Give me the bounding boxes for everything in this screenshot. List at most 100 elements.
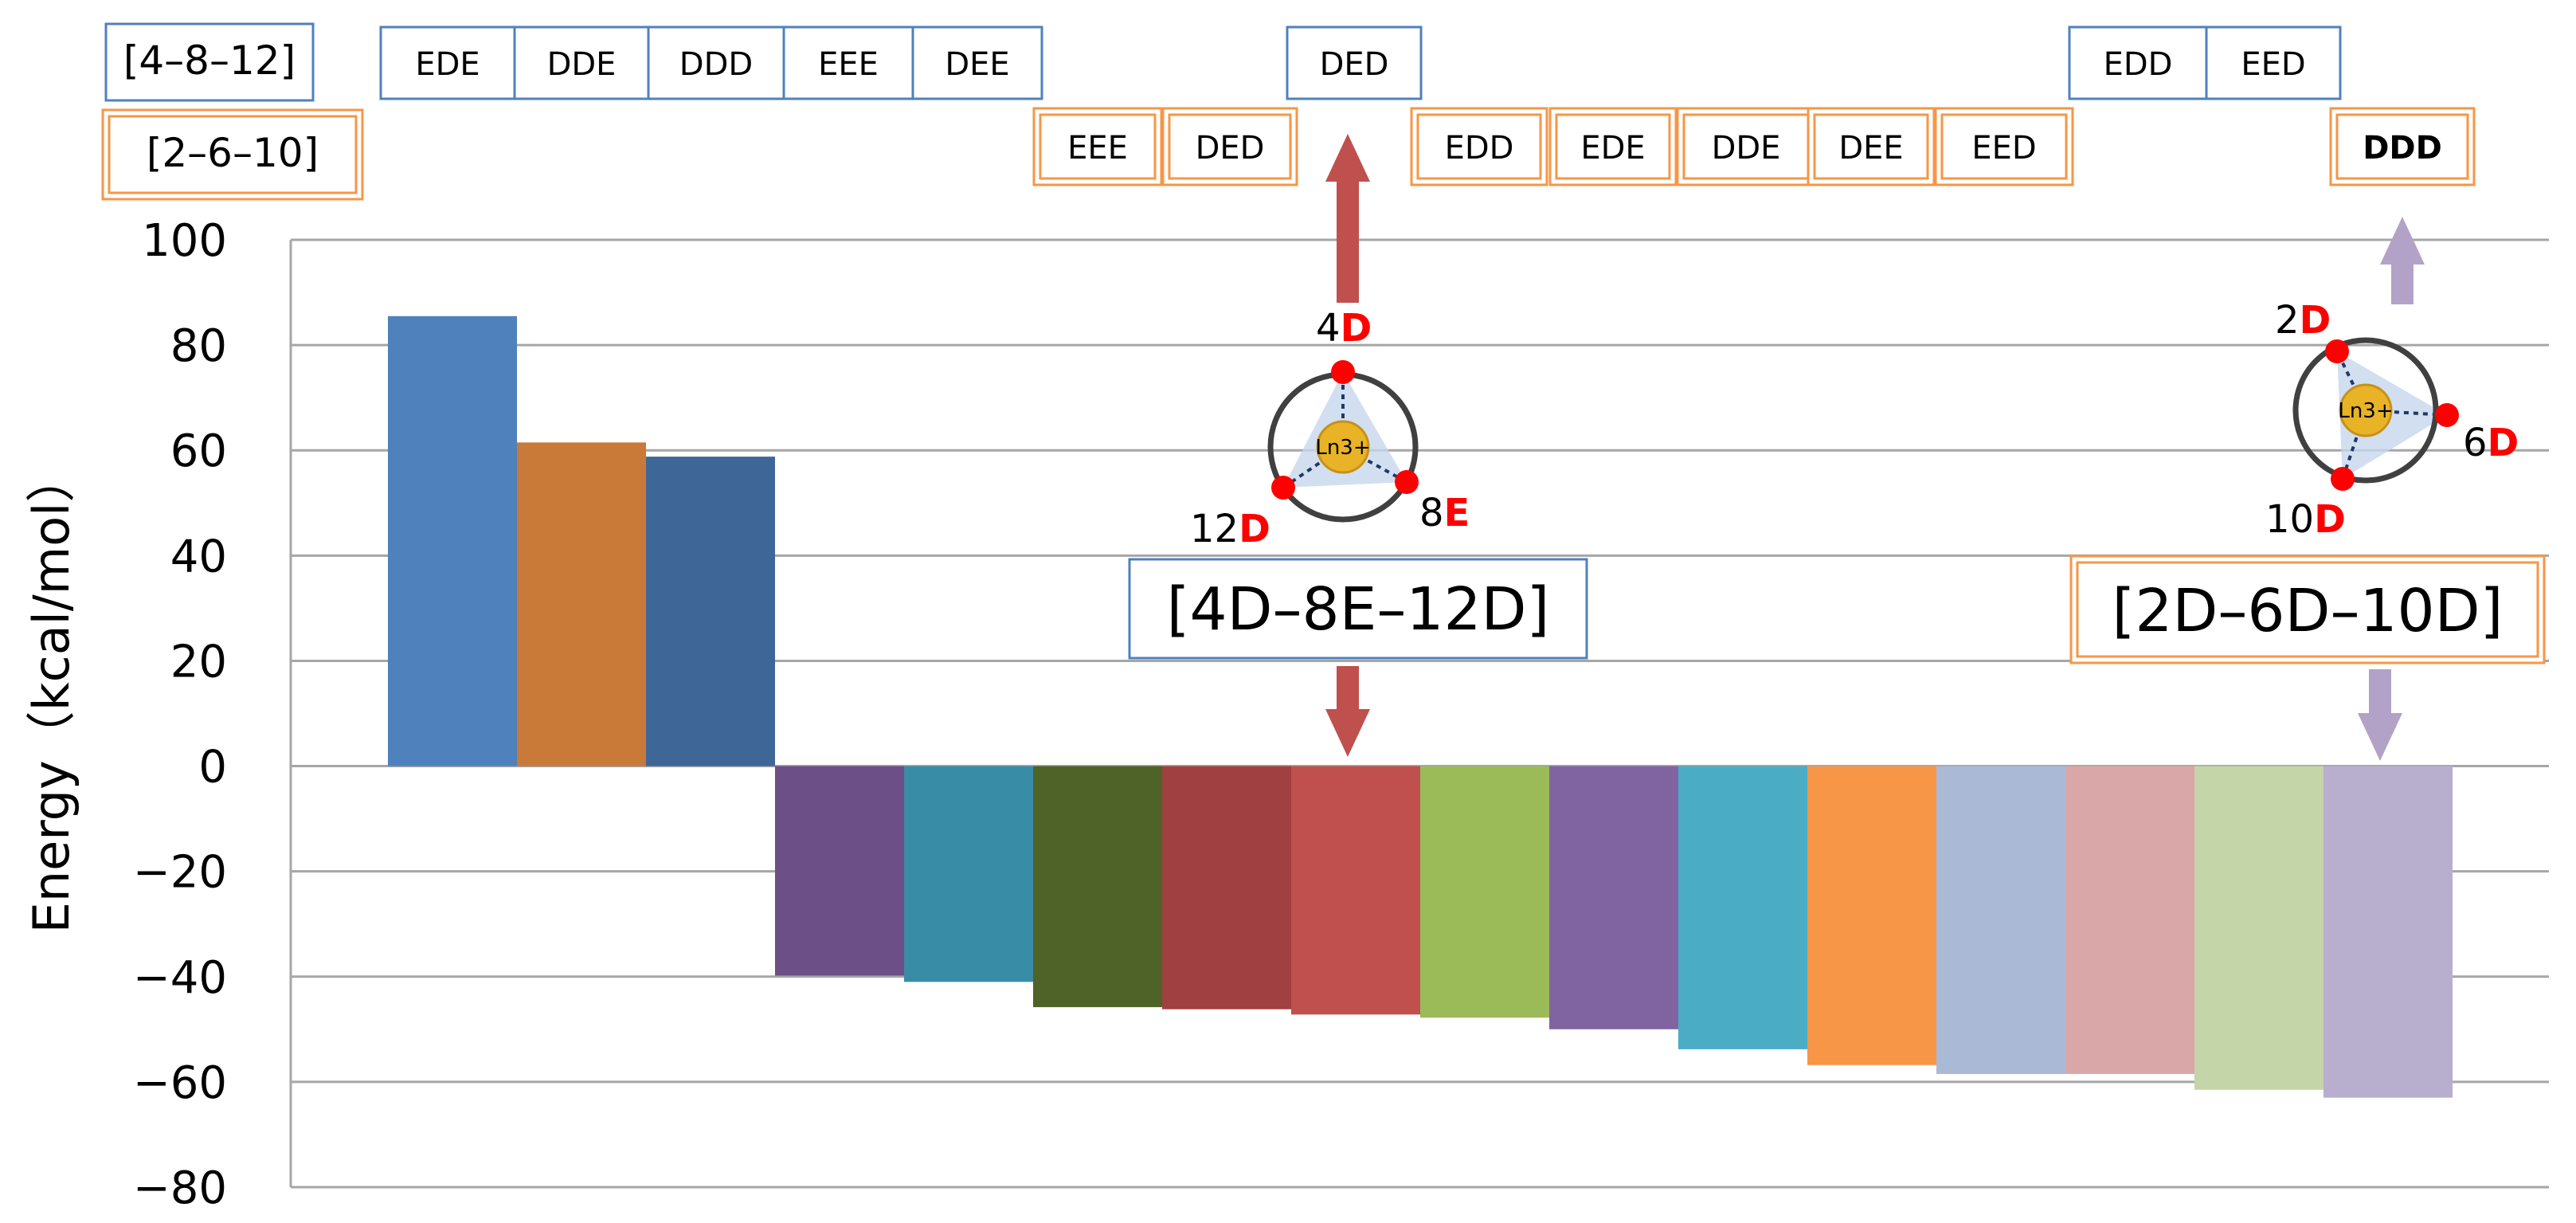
bar-ded [1162,766,1291,1009]
group-label-2-6-10-outer [101,108,364,201]
second-label-ded-inner [1168,113,1292,180]
bar-eee [1033,766,1162,1008]
top-label-ede-text: EDE [415,46,480,83]
bar-ddd [646,457,775,766]
y-tick-label: −60 [133,1057,227,1109]
second-label-edd-inner [1416,113,1542,180]
molecule-2d-6d-10d: Ln3+ 2D 6D 10D [2265,298,2519,542]
group-label-4-8-12-text: [4–8–12] [123,37,296,84]
bar-eed [2065,766,2194,1074]
second-label-dee-inner [1813,113,1929,180]
bar-dde [517,442,646,766]
bar-ede [1549,766,1678,1029]
y-tick-label: 0 [198,742,227,794]
molecule-2d-6d-10d-metal-ion [2339,383,2393,437]
group-label-4-8-12-border [104,22,315,102]
second-label-ddd-outer [2329,107,2476,186]
molecule-4d-8e-12d-site-dot [1271,476,1295,500]
molecule-2d-6d-10d-site-label: 2D [2275,298,2331,343]
molecule-4d-8e-12d-metal-label: Ln3+ [1315,436,1370,460]
label-4d-8e-12d-border [1128,558,1588,660]
second-label-ddd-text: DDD [2363,130,2442,167]
top-label-ede: EDE [379,25,516,100]
second-label-eee-outer [1032,107,1163,186]
label-boxes: [4–8–12] [2–6–10] EDE DDE DDD EEE DEE DED EDD EED… [101,22,2476,201]
bar-dde [1678,766,1807,1049]
top-label-dee: DEE [911,25,1043,100]
y-tick-label: 20 [170,636,227,688]
bar-eee [775,766,904,976]
top-label-edd-text: EDD [2104,46,2173,83]
bar-edd [1420,766,1549,1018]
group-label-2-6-10-inner [108,115,358,194]
y-tick-label: −20 [133,847,227,899]
top-label-eed: EED [2205,25,2342,100]
label-2d-6d-10d-text: [2D–6D–10D] [2112,577,2503,645]
molecule-2d-6d-10d-site-dot [2331,467,2355,491]
y-axis: 100 80 60 40 20 0 −20 −40 −60 −80 [133,215,292,1214]
label-4d-8e-12d: [4D–8E–12D] [1128,558,1588,660]
molecule-4d-8e-12d-site-label: 12D [1190,507,1270,551]
top-label-ded-border [1286,25,1423,100]
top-label-dee-text: DEE [945,46,1009,83]
second-label-eee-text: EEE [1067,130,1128,167]
label-2d-6d-10d-outer [2069,555,2546,664]
second-label-dee: DEE [1807,107,1936,186]
second-label-ded: DED [1161,107,1298,186]
second-label-ede-inner [1555,113,1671,180]
molecule-2d-6d-10d-site-label: 10D [2265,497,2346,542]
y-tick-label: 80 [170,320,227,372]
second-label-ddd: DDD [2329,107,2476,186]
top-label-ded-text: DED [1320,46,1389,83]
top-label-ddd-border [647,25,785,100]
second-label-ede-outer [1548,107,1678,186]
second-label-edd: EDD [1410,107,1548,186]
second-label-eed-text: EED [1971,130,2036,167]
second-label-edd-text: EDD [1445,130,1514,167]
label-2d-6d-10d-inner [2076,561,2539,658]
arrow-up-4d-8e-12d [1325,134,1370,303]
second-label-eed-outer [1934,107,2074,186]
group-label-2-6-10-text: [2–6–10] [147,130,319,176]
top-label-eee-border [782,25,914,100]
top-label-dde-text: DDE [547,46,617,83]
group-label-2-6-10: [2–6–10] [101,108,364,201]
molecule-2d-6d-10d-site-label: 6D [2463,421,2519,465]
second-label-ede-text: EDE [1580,130,1645,167]
molecule-2d-6d-10d-ring [2292,337,2439,484]
bar-ded [1291,766,1420,1015]
bar-dee [1807,766,1936,1065]
second-label-eed: EED [1934,107,2074,186]
molecule-4d-8e-12d-site-dot [1395,470,1419,494]
molecule-2d-6d-10d-site-dot [2325,339,2349,363]
arrow-down-4d-8e-12d [1325,666,1370,757]
y-tick-label: −80 [133,1162,227,1214]
arrow-down-2d-6d-10d [2358,669,2402,761]
second-label-eee-inner [1039,113,1157,180]
arrow-up-2d-6d-10d [2380,217,2425,304]
top-label-ded: DED [1286,25,1423,100]
bar-ede [388,316,517,766]
bars [388,316,2453,1098]
top-label-eee-text: EEE [818,46,879,83]
molecule-4d-8e-12d-site-dot [1331,360,1355,384]
top-label-ddd-text: DDD [679,46,753,83]
second-label-dde-text: DDE [1712,130,1781,167]
top-label-ddd: DDD [647,25,785,100]
y-tick-label: −40 [133,952,227,1004]
y-tick-label: 40 [170,531,227,582]
y-tick-label: 60 [170,425,227,477]
molecule-4d-8e-12d: Ln3+ 4D 8E 12D [1190,306,1470,551]
bar-eed [2194,766,2323,1090]
second-label-eed-inner [1940,113,2068,180]
top-label-dde: DDE [513,25,650,100]
bar-ddd [2323,766,2453,1098]
molecule-4d-8e-12d-metal-ion [1316,420,1370,474]
molecule-2d-6d-10d-site-dot [2435,403,2459,427]
annotations: [4D–8E–12D] [2D–6D–10D] Ln3+ 4D 8E 12D Ln3+ 2D 6… [1128,134,2546,761]
top-label-eed-text: EED [2241,46,2305,83]
label-4d-8e-12d-text: [4D–8E–12D] [1167,575,1550,644]
second-label-ddd-inner [2335,113,2469,180]
second-label-edd-outer [1410,107,1548,186]
y-axis-label: Energy（kcal/mol） [22,453,80,934]
